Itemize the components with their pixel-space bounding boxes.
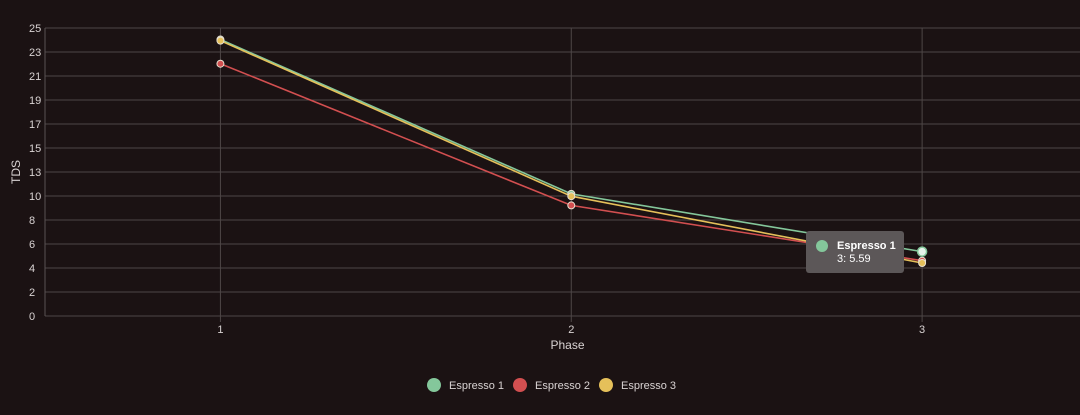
y-tick-label: 2 bbox=[29, 287, 35, 299]
tooltip-value: 3: 5.59 bbox=[837, 253, 871, 265]
legend-label: Espresso 1 bbox=[449, 380, 504, 392]
legend-swatch bbox=[427, 378, 441, 392]
grid bbox=[45, 27, 1080, 322]
legend-item-3[interactable]: Espresso 3 bbox=[599, 378, 676, 392]
x-tick-label: 3 bbox=[919, 324, 925, 336]
y-tick-label: 13 bbox=[29, 167, 41, 179]
legend-item-1[interactable]: Espresso 1 bbox=[427, 378, 504, 392]
tooltip-swatch bbox=[816, 240, 828, 252]
x-tick-label: 1 bbox=[217, 324, 223, 336]
series-lines bbox=[216, 35, 928, 268]
y-tick-label: 8 bbox=[29, 215, 35, 227]
y-tick-label: 17 bbox=[29, 119, 41, 131]
tooltip-box bbox=[806, 231, 904, 273]
x-tick-label: 2 bbox=[568, 324, 574, 336]
legend-item-2[interactable]: Espresso 2 bbox=[513, 378, 590, 392]
data-point[interactable] bbox=[567, 192, 576, 201]
x-axis-title: Phase bbox=[550, 338, 584, 352]
y-tick-label: 4 bbox=[29, 263, 35, 275]
y-tick-label: 21 bbox=[29, 71, 41, 83]
legend: Espresso 1 Espresso 2 Espresso 3 bbox=[427, 378, 676, 392]
y-tick-label: 19 bbox=[29, 95, 41, 107]
data-point[interactable] bbox=[916, 246, 928, 257]
legend-swatch bbox=[599, 378, 613, 392]
data-point[interactable] bbox=[216, 59, 225, 68]
y-tick-label: 25 bbox=[29, 23, 41, 35]
tooltip-title: Espresso 1 bbox=[837, 240, 896, 252]
data-point[interactable] bbox=[918, 259, 927, 268]
y-tick-label: 15 bbox=[29, 143, 41, 155]
legend-label: Espresso 2 bbox=[535, 380, 590, 392]
data-point[interactable] bbox=[567, 201, 576, 210]
y-axis-title: TDS bbox=[9, 160, 23, 184]
y-tick-label: 6 bbox=[29, 239, 35, 251]
y-tick-label: 10 bbox=[29, 191, 41, 203]
y-tick-label: 0 bbox=[29, 311, 35, 323]
data-point[interactable] bbox=[216, 36, 225, 45]
tooltip: Espresso 13: 5.59 bbox=[806, 231, 904, 273]
y-tick-label: 23 bbox=[29, 47, 41, 59]
legend-swatch bbox=[513, 378, 527, 392]
legend-label: Espresso 3 bbox=[621, 380, 676, 392]
